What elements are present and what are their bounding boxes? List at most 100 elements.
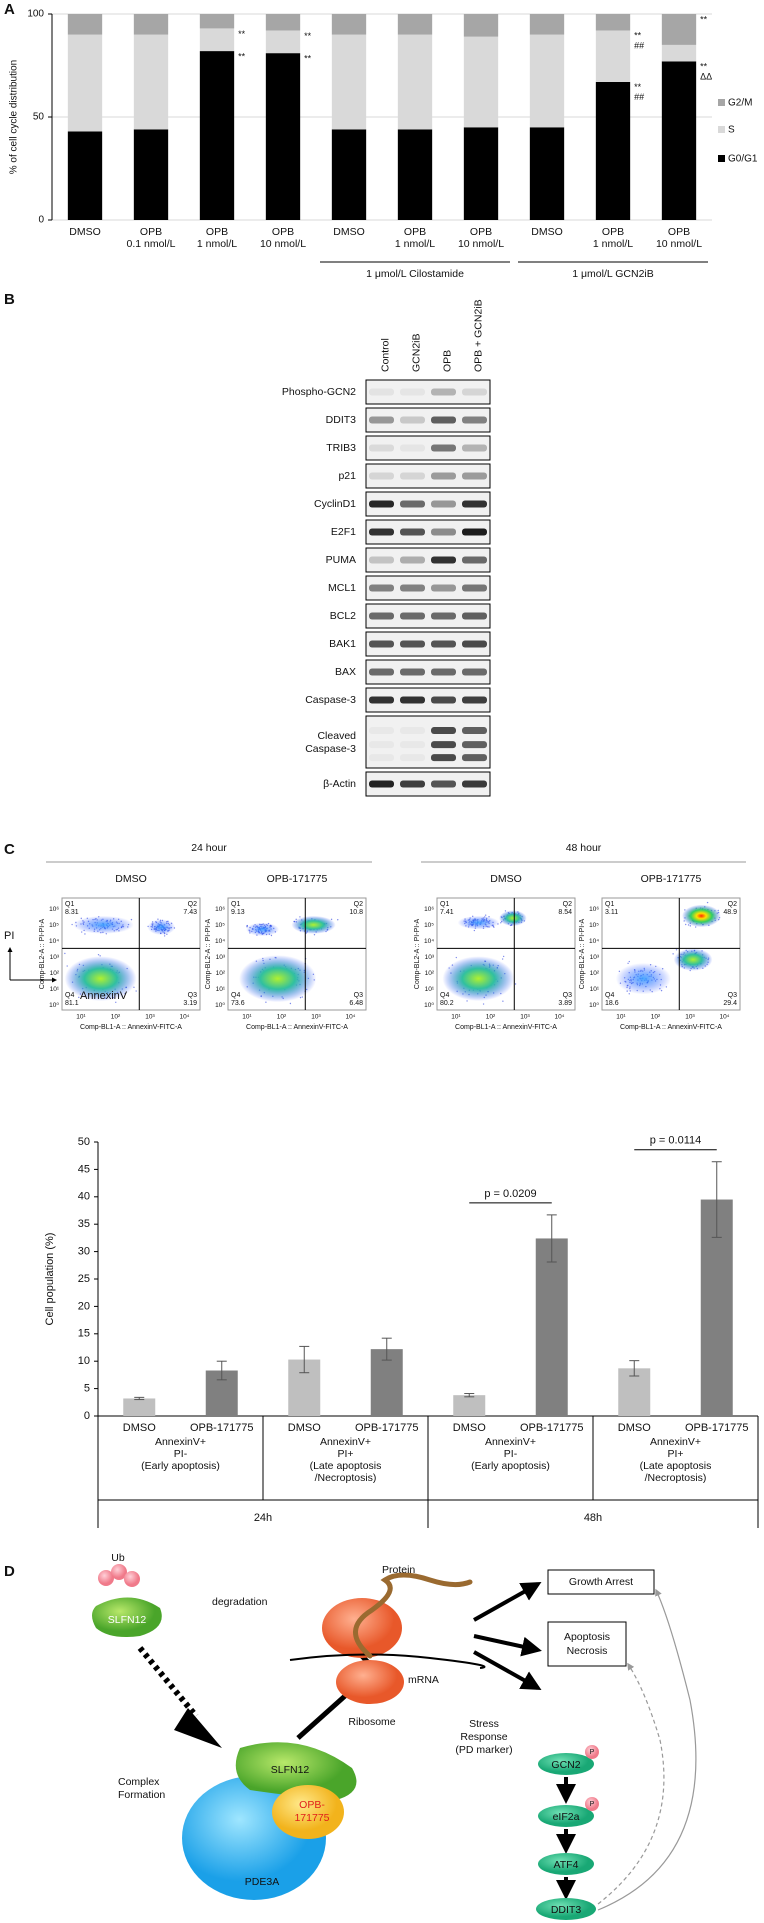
population-density	[245, 922, 280, 937]
blot-band	[431, 727, 456, 735]
y-tick-label: 10⁰	[424, 1002, 434, 1009]
panel-letter: C	[4, 841, 15, 858]
x-axis-title: Comp-BL1-A :: AnnexinV-FITC-A	[80, 1024, 182, 1031]
legend-swatch	[718, 99, 725, 106]
protein-label: TRIB3	[326, 442, 356, 454]
x-tick-label: OPB 1 nmol/L	[593, 226, 633, 250]
blot-band	[431, 668, 456, 676]
significance-label: **	[304, 31, 312, 41]
blot-band	[369, 556, 394, 564]
x-tick-label: DMSO	[123, 1422, 156, 1434]
y-tick-label: 10	[78, 1355, 90, 1367]
blot-band	[400, 612, 425, 620]
y-tick-label: 10²	[590, 970, 600, 977]
y-tick-label: 15	[78, 1328, 90, 1340]
atf4-label: ATF4	[554, 1859, 579, 1871]
population-density	[147, 919, 176, 935]
x-tick-label: 10⁴	[719, 1014, 729, 1021]
event-dot	[628, 960, 630, 963]
event-dot	[685, 923, 687, 926]
y-axis-title: Comp-BL2-A :: PI-PI-A	[39, 918, 46, 989]
blot-band	[431, 416, 456, 424]
x-tick-label: 10¹	[76, 1014, 86, 1021]
quadrant-label: Q1	[440, 901, 449, 908]
blot-strip	[365, 435, 491, 461]
protein-label: p21	[338, 470, 356, 482]
population-density	[64, 956, 137, 1002]
group-label: AnnexinV+ PI+ (Late apoptosis/Necroptosis)	[310, 1436, 382, 1484]
x-tick-label: 10³	[311, 1014, 321, 1021]
group-label: AnnexinV+ PI-(Early apoptosis)	[141, 1436, 220, 1472]
legend-label: S	[728, 125, 735, 136]
y-tick-label: 10³	[590, 954, 600, 961]
x-tick-label: OPB 10 nmol/L	[458, 226, 504, 250]
population-density	[615, 962, 672, 995]
quadrant-value: 6.48	[349, 1000, 363, 1007]
x-tick-label: 10⁴	[179, 1014, 189, 1021]
x-axis-title: Comp-BL1-A :: AnnexinV-FITC-A	[246, 1024, 348, 1031]
phospho-label: P	[590, 1749, 595, 1756]
axis-legend-y: PI	[4, 930, 14, 942]
blot-band	[462, 780, 487, 788]
compound-label: OPB-171775	[294, 1799, 329, 1824]
group-label: 1 μmol/L GCN2iB	[572, 268, 654, 280]
population-density	[682, 904, 721, 928]
quadrant-value: 3.89	[558, 1000, 572, 1007]
y-tick-label: 10⁵	[49, 922, 59, 929]
blot-band	[400, 416, 425, 424]
arrow	[473, 1634, 542, 1657]
blot-band	[462, 444, 487, 452]
blot-strip	[365, 379, 491, 405]
event-dot	[289, 1002, 292, 1005]
blot-band	[400, 388, 425, 396]
blot-band	[400, 500, 425, 508]
plot-title: OPB-171775	[267, 873, 328, 885]
bar-segment	[397, 129, 433, 220]
blot-band	[369, 388, 394, 396]
bar-segment	[199, 51, 235, 220]
y-tick-label: 10⁶	[424, 906, 434, 913]
p-value-label: p = 0.0209	[484, 1188, 536, 1200]
blot-band	[462, 556, 487, 564]
blot-band	[369, 612, 394, 620]
y-tick-label: 5	[84, 1383, 90, 1395]
event-dot	[687, 924, 690, 926]
y-tick-label: 10¹	[590, 986, 600, 993]
blot-band	[369, 472, 394, 480]
blot-band	[462, 388, 487, 396]
quadrant-label: Q4	[605, 992, 614, 999]
bar-segment	[133, 34, 169, 130]
significance-label: **	[700, 14, 708, 24]
apoptosis-label: Apoptosis Necrosis	[564, 1631, 610, 1657]
event-dot	[466, 1000, 468, 1002]
bar-segment	[463, 36, 499, 128]
population-density	[457, 915, 500, 930]
panel-letter: A	[4, 1, 15, 18]
x-tick-label: 10²	[651, 1014, 661, 1021]
protein-label: BAK1	[329, 638, 356, 650]
mrna-label: mRNA	[408, 1674, 439, 1686]
event-dot	[71, 923, 73, 926]
blot-band	[431, 640, 456, 648]
bar-segment	[463, 127, 499, 220]
blot-band	[369, 584, 394, 592]
x-tick-label: 10³	[685, 1014, 695, 1021]
event-dot	[501, 958, 504, 960]
protein-label: Protein	[382, 1564, 415, 1576]
blot-band	[369, 640, 394, 648]
x-tick-label: OPB-171775	[355, 1422, 419, 1434]
y-tick-label: 10⁵	[589, 922, 599, 929]
event-dot	[115, 1001, 117, 1003]
bar-segment	[133, 129, 169, 220]
x-tick-label: OPB 0.1 nmol/L	[126, 226, 175, 250]
quadrant-value: 48.9	[723, 909, 737, 916]
quadrant-label: Q2	[728, 901, 737, 908]
blot-band	[369, 754, 394, 762]
y-tick-label: 10²	[216, 970, 226, 977]
blot-band	[369, 500, 394, 508]
quadrant-value: 7.43	[183, 909, 197, 916]
quadrant-value: 3.11	[605, 909, 618, 916]
quadrant-value: 7.41	[440, 909, 454, 916]
ribosome-label: Ribosome	[348, 1716, 395, 1728]
blot-band	[400, 780, 425, 788]
